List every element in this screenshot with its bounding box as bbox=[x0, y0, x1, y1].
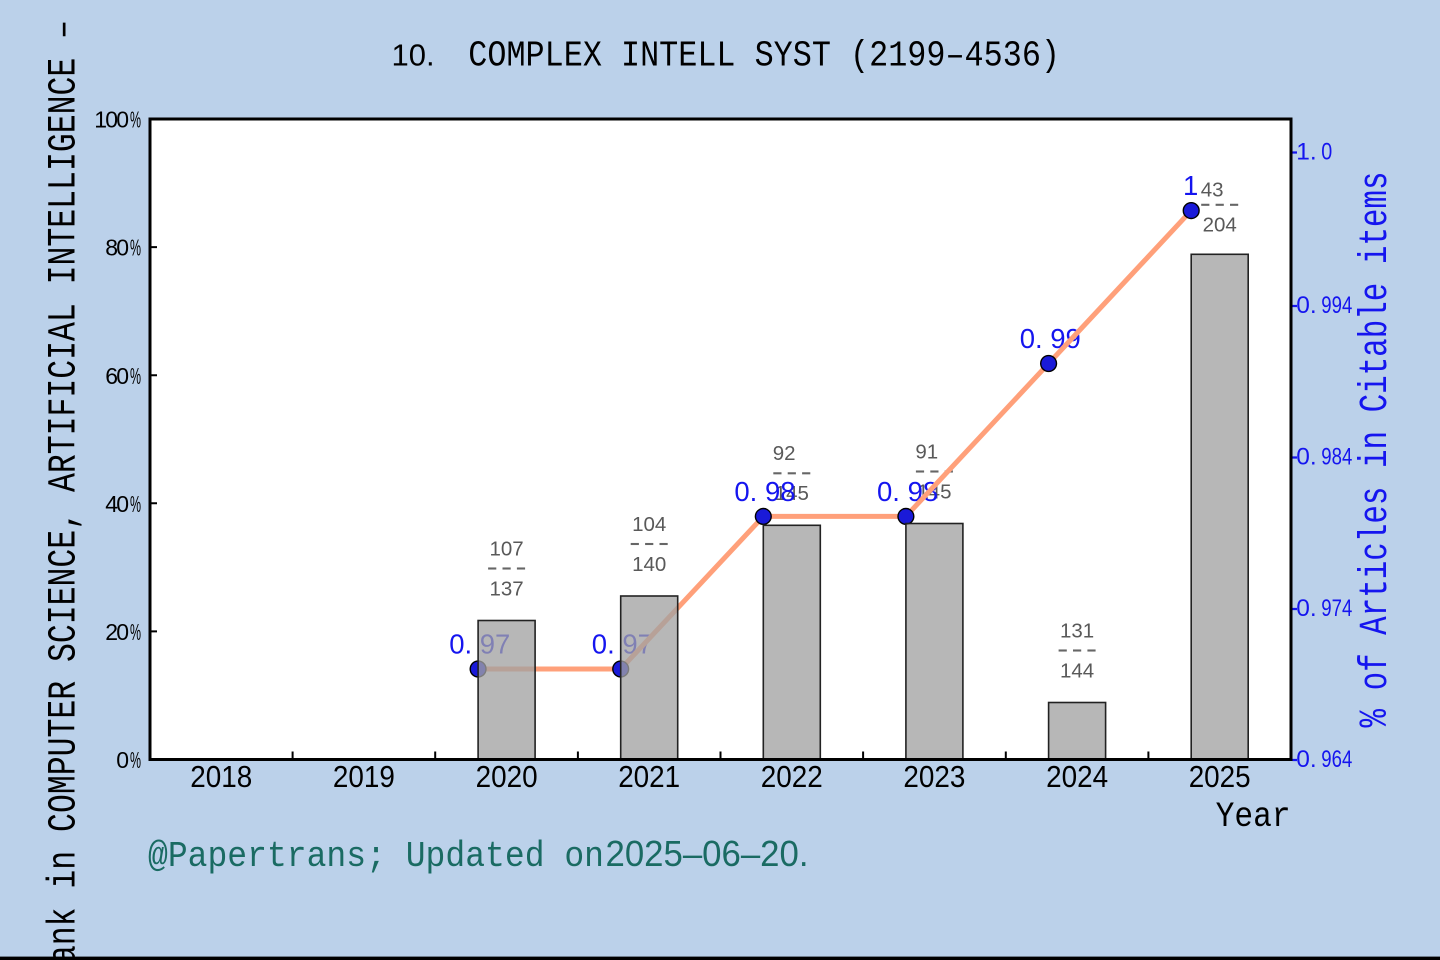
svg-text:%: % bbox=[130, 363, 141, 389]
svg-text:107: 107 bbox=[489, 537, 523, 560]
svg-text:43: 43 bbox=[1201, 178, 1224, 201]
svg-text:0: 0 bbox=[1321, 139, 1332, 166]
svg-text:1.: 1. bbox=[1296, 139, 1316, 166]
svg-text:2021: 2021 bbox=[618, 760, 680, 794]
svg-text:0.: 0. bbox=[1296, 292, 1316, 319]
svg-text:974: 974 bbox=[1321, 595, 1352, 622]
svg-text:2018: 2018 bbox=[190, 760, 252, 794]
svg-text:80: 80 bbox=[105, 235, 129, 261]
svg-text:2025: 2025 bbox=[1189, 760, 1251, 794]
svg-text:144: 144 bbox=[1060, 659, 1094, 682]
svg-text:% of Articles in Citable items: % of Articles in Citable items bbox=[1354, 172, 1399, 728]
svg-text:0: 0 bbox=[116, 747, 129, 773]
svg-text:204: 204 bbox=[1203, 214, 1237, 237]
svg-text:0. 98: 0. 98 bbox=[734, 476, 795, 507]
svg-text:984: 984 bbox=[1321, 444, 1352, 471]
svg-text:91: 91 bbox=[915, 440, 938, 463]
svg-text:2019: 2019 bbox=[333, 760, 395, 794]
svg-text:2023: 2023 bbox=[903, 760, 965, 794]
svg-text:0.: 0. bbox=[1296, 595, 1316, 622]
svg-text:1: 1 bbox=[1183, 170, 1198, 201]
svg-text:100: 100 bbox=[94, 107, 129, 133]
svg-text:Rank in COMPUTER SCIENCE, ARTI: Rank in COMPUTER SCIENCE, ARTIFICIAL INT… bbox=[43, 20, 88, 960]
svg-text:Year: Year bbox=[1216, 797, 1291, 837]
svg-text:140: 140 bbox=[632, 553, 666, 576]
svg-text:2025–06–20.: 2025–06–20. bbox=[606, 833, 809, 874]
svg-text:145: 145 bbox=[775, 482, 809, 505]
svg-text:0.: 0. bbox=[1296, 444, 1316, 471]
svg-text:104: 104 bbox=[632, 513, 666, 536]
svg-text:COMPLEX INTELL SYST (2199–4536: COMPLEX INTELL SYST (2199–4536) bbox=[468, 36, 1060, 77]
svg-text:0.: 0. bbox=[1296, 746, 1316, 773]
svg-text:%: % bbox=[130, 619, 141, 645]
svg-text:2020: 2020 bbox=[476, 760, 538, 794]
svg-text:964: 964 bbox=[1321, 746, 1352, 773]
svg-text:92: 92 bbox=[773, 442, 796, 465]
svg-text:%: % bbox=[130, 106, 141, 132]
svg-text:131: 131 bbox=[1060, 619, 1094, 642]
svg-text:2022: 2022 bbox=[761, 760, 823, 794]
svg-text:%: % bbox=[130, 491, 141, 517]
svg-text:10.: 10. bbox=[392, 38, 435, 73]
svg-text:137: 137 bbox=[489, 577, 523, 600]
svg-text:40: 40 bbox=[105, 491, 129, 517]
svg-text:20: 20 bbox=[105, 619, 129, 645]
svg-text:2024: 2024 bbox=[1046, 760, 1108, 794]
svg-text:994: 994 bbox=[1321, 292, 1352, 319]
svg-text:60: 60 bbox=[105, 363, 129, 389]
svg-text:@Papertrans; Updated on: @Papertrans; Updated on bbox=[148, 836, 604, 877]
svg-text:%: % bbox=[130, 747, 141, 773]
svg-text:%: % bbox=[130, 235, 141, 261]
